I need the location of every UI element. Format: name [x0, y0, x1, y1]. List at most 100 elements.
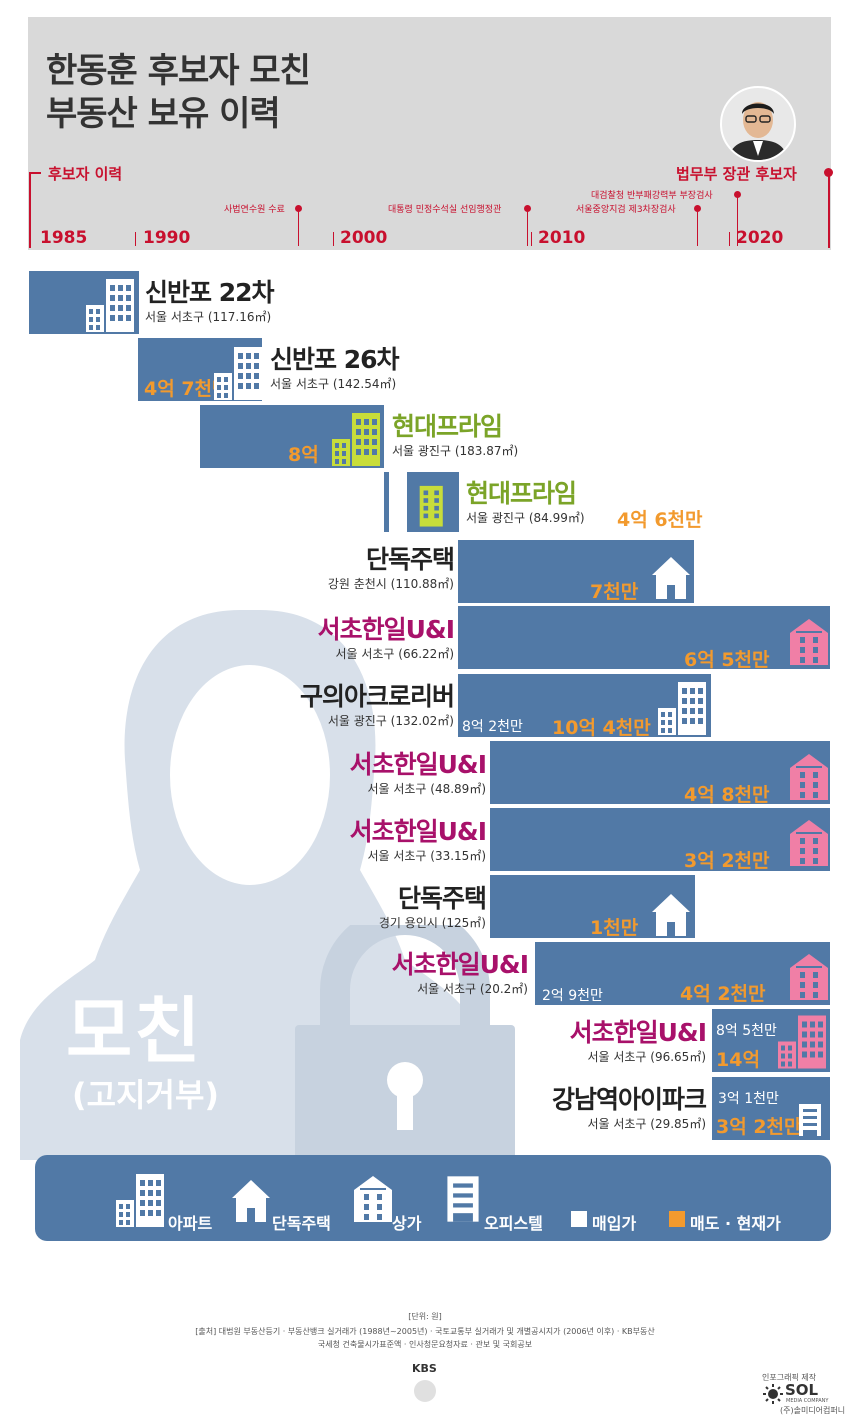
- property-row: 신반포 22차 서울 서초구 (117.16㎡): [145, 278, 274, 326]
- property-location: 강원 춘천시 (110.88㎡): [327, 577, 454, 591]
- event-line: [697, 209, 698, 246]
- property-name: 현대프라임: [392, 412, 503, 441]
- legend-panel: [35, 1155, 831, 1241]
- mother-sublabel: (고지거부): [72, 1076, 220, 1114]
- title-line-1: 한동훈 후보자 모친: [46, 51, 311, 91]
- property-name: 서초한일U&I: [391, 950, 529, 979]
- property-row: 현대프라임 서울 광진구 (84.99㎡): [466, 479, 585, 527]
- commercial-building-icon: [788, 952, 830, 1002]
- year-2000: 2000: [340, 228, 388, 248]
- legend-sell-swatch: [669, 1211, 685, 1227]
- padlock-icon: [295, 925, 515, 1165]
- commercial-building-icon: [412, 478, 452, 533]
- event-dot: [295, 205, 302, 212]
- legend-officetel-label: 오피스텔: [484, 1214, 543, 1233]
- legend-apartment-label: 아파트: [168, 1214, 213, 1233]
- holding-bar: [384, 472, 389, 532]
- year-tick: [333, 232, 334, 246]
- candidate-photo: [720, 86, 796, 162]
- legend-buy-label: 매입가: [592, 1214, 637, 1233]
- event-dot: [694, 205, 701, 212]
- property-row: 서초한일U&I 서울 서초구 (48.89㎡): [320, 750, 487, 798]
- event-judicial-training: 사법연수원 수료: [224, 205, 285, 215]
- sell-price: 3억 2천만: [684, 850, 770, 872]
- property-location: 서울 서초구 (142.54㎡): [270, 377, 397, 391]
- sell-price: 8억: [288, 444, 319, 466]
- property-location: 서울 광진구 (183.87㎡): [392, 444, 519, 458]
- buy-price: 8억 2천만: [462, 719, 523, 735]
- timeline-right-connector: [828, 172, 830, 248]
- title-line-2: 부동산 보유 이력: [46, 94, 281, 134]
- sell-price: 14억: [716, 1049, 760, 1071]
- year-2010: 2010: [538, 228, 586, 248]
- sell-price: 4억 6천만: [617, 509, 703, 531]
- kbs-logo: KBS: [412, 1362, 437, 1375]
- credit-label: 인포그래픽 제작: [762, 1373, 817, 1382]
- sell-price: 3억 2천만: [716, 1116, 802, 1138]
- property-name: 구의아크로리버: [299, 682, 455, 711]
- property-row: 단독주택 경기 용인시 (125㎡): [340, 884, 487, 932]
- property-row: 서초한일U&I 서울 서초구 (33.15㎡): [320, 817, 487, 865]
- year-tick: [729, 232, 730, 246]
- property-row: 서초한일U&I 서울 서초구 (66.22㎡): [290, 615, 455, 663]
- buy-price: 3억 1천만: [718, 1091, 779, 1107]
- property-location: 서울 서초구 (66.22㎡): [335, 647, 454, 661]
- property-location: 서울 서초구 (33.15㎡): [367, 849, 486, 863]
- house-icon: [230, 1176, 272, 1226]
- year-1990: 1990: [143, 228, 191, 248]
- source-line-2: 국세청 건축물시가표준액 · 인사청문요청자료 · 관보 및 국회공보: [317, 1340, 533, 1349]
- sol-logo-subtext: MEDIA COMPANY: [786, 1398, 829, 1404]
- sell-price: 4억 7천만: [144, 378, 230, 400]
- commercial-building-icon: [788, 818, 830, 868]
- event-line: [298, 209, 299, 246]
- kbs-emblem: [414, 1380, 436, 1402]
- legend-commercial-label: 상가: [392, 1214, 422, 1233]
- property-name: 서초한일U&I: [349, 750, 487, 779]
- property-name: 신반포 26차: [270, 345, 399, 374]
- property-name: 단독주택: [397, 884, 487, 913]
- holding-bar: [490, 741, 830, 804]
- sell-price: 4억 8천만: [684, 784, 770, 806]
- property-name: 서초한일U&I: [317, 615, 455, 644]
- apartment-icon: [114, 1172, 166, 1227]
- year-1985: 1985: [40, 228, 88, 248]
- sol-logo-text: SOL: [785, 1381, 819, 1399]
- commercial-building-icon: [352, 1173, 394, 1225]
- property-location: 서울 서초구 (20.2㎡): [417, 982, 528, 996]
- property-row: 현대프라임 서울 광진구 (183.87㎡): [392, 412, 518, 460]
- commercial-building-icon: [788, 752, 830, 802]
- commercial-building-icon: [788, 617, 830, 667]
- property-row: 서초한일U&I 서울 서초구 (96.65㎡): [540, 1018, 707, 1066]
- property-location: 서울 서초구 (96.65㎡): [587, 1050, 706, 1064]
- apartment-icon: [212, 345, 264, 400]
- property-name: 서초한일U&I: [349, 817, 487, 846]
- year-2020: 2020: [736, 228, 784, 248]
- event-line: [737, 195, 738, 246]
- year-tick: [531, 232, 532, 246]
- page-title: 한동훈 후보자 모친 부동산 보유 이력: [46, 50, 311, 136]
- unit-note: [단위: 원]: [408, 1312, 442, 1321]
- source-line-1: [출처] 대법원 부동산등기 · 부동산뱅크 실거래가 (1988년~2005년…: [195, 1327, 655, 1336]
- property-location: 경기 용인시 (125㎡): [378, 916, 486, 930]
- timeline-left-connector: [29, 172, 31, 248]
- property-row: 구의아크로리버 서울 광진구 (132.02㎡): [262, 682, 455, 730]
- sell-price: 10억 4천만: [552, 717, 651, 739]
- event-line: [527, 209, 528, 246]
- sell-price: 6억 5천만: [684, 649, 770, 671]
- property-name: 현대프라임: [466, 479, 577, 508]
- property-location: 서울 서초구 (29.85㎡): [587, 1117, 706, 1131]
- property-name: 단독주택: [365, 545, 455, 574]
- property-row: 강남역아이파크 서울 서초구 (29.85㎡): [520, 1085, 707, 1133]
- property-location: 서울 광진구 (132.02㎡): [327, 714, 454, 728]
- event-dot: [734, 191, 741, 198]
- legend-sell-label: 매도 · 현재가: [690, 1214, 781, 1233]
- credit-company: (주)솔미디어컴퍼니: [780, 1406, 846, 1415]
- house-icon: [650, 555, 692, 601]
- holding-bar: [490, 808, 830, 871]
- holding-bar: [458, 606, 830, 669]
- buy-price: 2억 9천만: [542, 988, 603, 1004]
- event-dot: [524, 205, 531, 212]
- holding-bar: [458, 540, 694, 603]
- mother-label: 모친: [66, 989, 203, 1073]
- event-blue-house: 대통령 민정수석실 선임행정관: [388, 205, 502, 215]
